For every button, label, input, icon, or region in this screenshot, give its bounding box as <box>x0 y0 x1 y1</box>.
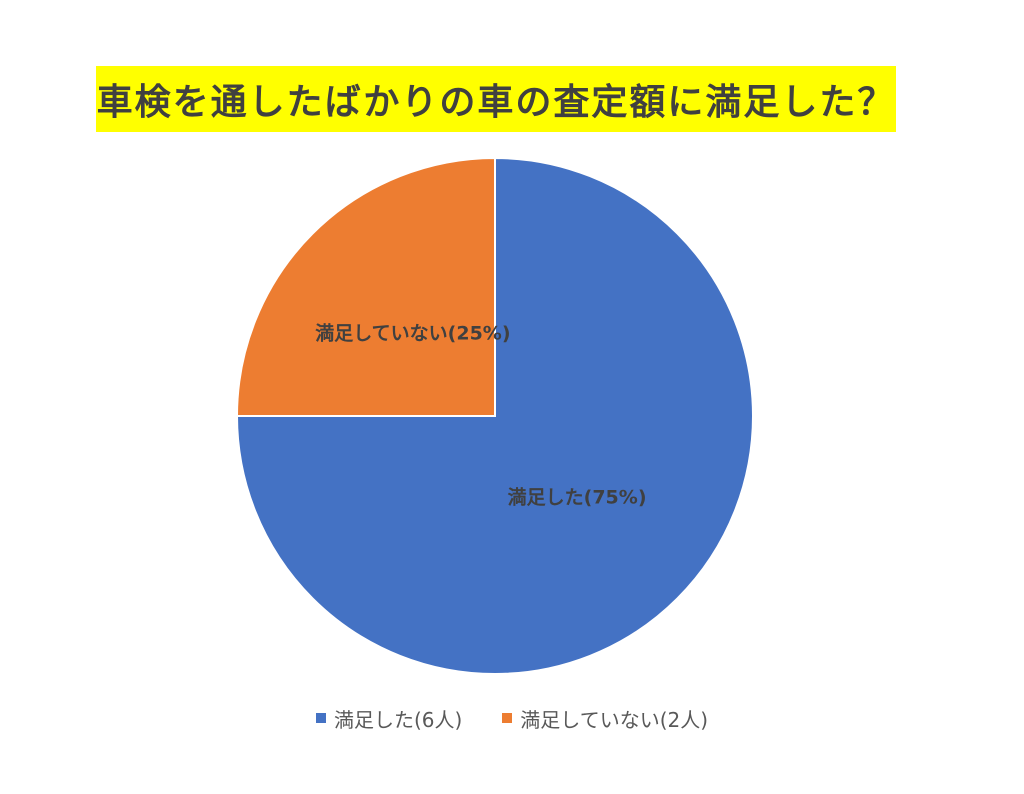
pie-slice-not-satisfied <box>235 156 496 417</box>
data-label-not-satisfied: 満足していない(25%) <box>315 322 510 344</box>
legend-item-satisfied: 満足した(6人) <box>315 704 463 733</box>
legend-swatch-not-satisfied <box>502 713 513 723</box>
chart-title: 車検を通したばかりの車の査定額に満足した？ <box>96 82 896 123</box>
legend-label-satisfied: 満足した(6人) <box>333 707 463 732</box>
chart-title-highlight: 車検を通したばかりの車の査定額に満足した？ <box>96 66 896 132</box>
data-label-satisfied: 満足した(75%) <box>508 487 647 509</box>
legend-swatch-satisfied <box>315 713 326 723</box>
legend-label-not-satisfied: 満足していない(2人) <box>520 707 709 732</box>
pie-slice-satisfied <box>235 156 754 675</box>
legend-item-not-satisfied: 満足していない(2人) <box>502 704 708 733</box>
chart-legend: 満足した(6人) 満足していない(2人) <box>0 703 1024 733</box>
